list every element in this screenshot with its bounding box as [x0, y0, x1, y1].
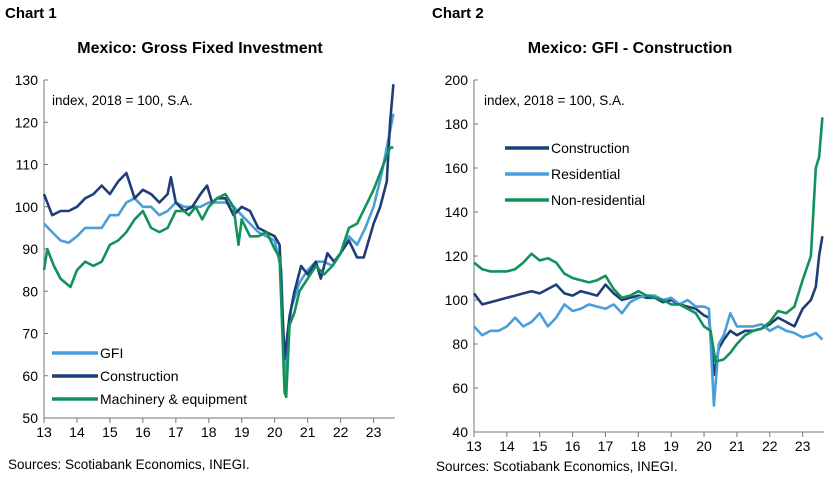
- chart-1-source: Sources: Scotiabank Economics, INEGI.: [8, 457, 250, 472]
- y-tick-label: 200: [445, 72, 469, 88]
- series-line-non-residential: [473, 117, 824, 363]
- x-tick-label: 17: [168, 424, 184, 440]
- x-tick-label: 16: [565, 438, 581, 454]
- y-tick-label: 50: [22, 410, 38, 426]
- chart-1-label: Chart 1: [5, 5, 57, 22]
- x-tick-label: 13: [466, 438, 482, 454]
- x-tick-label: 18: [201, 424, 217, 440]
- y-tick-label: 100: [15, 199, 39, 215]
- x-tick-label: 18: [631, 438, 647, 454]
- legend-label: GFI: [100, 345, 123, 361]
- y-tick-label: 100: [445, 292, 469, 308]
- chart-2-label: Chart 2: [432, 5, 484, 22]
- y-tick-label: 110: [16, 157, 39, 173]
- series-line-construction: [472, 235, 824, 377]
- x-tick-label: 23: [795, 438, 811, 454]
- x-tick-label: 15: [102, 424, 118, 440]
- y-tick-label: 140: [445, 204, 469, 220]
- chart-2-source: Sources: Scotiabank Economics, INEGI.: [436, 459, 678, 474]
- chart-2-title: Mexico: GFI - Construction: [527, 40, 733, 57]
- y-tick-label: 70: [22, 326, 38, 342]
- x-tick-label: 20: [267, 424, 283, 440]
- x-tick-label: 17: [598, 438, 614, 454]
- x-tick-label: 23: [366, 424, 382, 440]
- chart-1-title: Mexico: Gross Fixed Investment: [77, 40, 323, 57]
- x-tick-label: 21: [729, 438, 745, 454]
- x-tick-label: 22: [333, 424, 349, 440]
- y-tick-label: 130: [15, 72, 39, 88]
- legend-label: Residential: [551, 166, 620, 182]
- x-tick-label: 20: [696, 438, 712, 454]
- y-tick-label: 120: [15, 114, 39, 130]
- series-line-machinery-equipment: [42, 146, 394, 399]
- chart-1-annotation: index, 2018 = 100, S.A.: [52, 93, 193, 108]
- legend-label: Construction: [100, 368, 179, 384]
- x-tick-label: 16: [135, 424, 151, 440]
- y-tick-label: 60: [22, 368, 38, 384]
- legend-label: Machinery & equipment: [100, 391, 247, 407]
- x-tick-label: 21: [300, 424, 316, 440]
- x-tick-label: 19: [663, 438, 679, 454]
- x-tick-label: 13: [36, 424, 52, 440]
- legend-label: Non-residential: [551, 192, 645, 208]
- series-line-residential: [473, 294, 824, 407]
- x-tick-label: 14: [69, 424, 85, 440]
- y-tick-label: 180: [445, 116, 469, 132]
- chart-2-annotation: index, 2018 = 100, S.A.: [484, 93, 625, 108]
- legend-label: Construction: [551, 140, 630, 156]
- y-tick-label: 60: [452, 380, 468, 396]
- x-tick-label: 22: [762, 438, 778, 454]
- y-tick-label: 40: [452, 424, 468, 440]
- y-tick-label: 90: [22, 241, 38, 257]
- y-tick-label: 80: [452, 336, 468, 352]
- x-tick-label: 15: [532, 438, 548, 454]
- x-tick-label: 14: [499, 438, 515, 454]
- y-tick-label: 160: [445, 160, 469, 176]
- y-tick-label: 120: [445, 248, 469, 264]
- y-tick-label: 80: [22, 283, 38, 299]
- x-tick-label: 19: [234, 424, 250, 440]
- series-line-construction: [42, 84, 395, 361]
